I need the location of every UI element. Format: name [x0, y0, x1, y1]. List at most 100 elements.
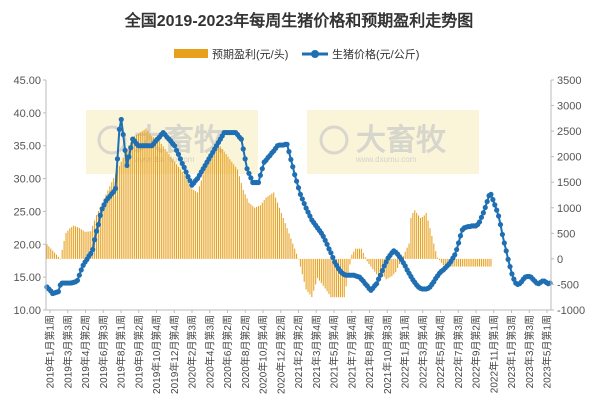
profit-bar	[351, 254, 353, 259]
profit-bar	[135, 134, 138, 259]
right-axis-tick-label: 2500	[557, 126, 581, 138]
x-axis-tick-label: 2022年11月第1周	[487, 315, 500, 393]
profit-bar	[181, 172, 183, 259]
x-axis-tick-label: 2020年4月第3周	[203, 315, 216, 388]
profit-bar	[402, 255, 404, 259]
x-axis-tick-label: 2020年10月第4周	[257, 315, 270, 394]
profit-bar	[149, 133, 151, 259]
profit-bar	[324, 258, 326, 289]
profit-bar	[337, 258, 340, 298]
profit-bar	[101, 202, 103, 259]
profit-bar	[71, 226, 73, 259]
profit-bar	[408, 243, 410, 259]
profit-bar	[303, 258, 305, 282]
price-point	[128, 145, 134, 151]
price-point	[99, 206, 105, 212]
profit-bar	[284, 223, 286, 259]
price-point	[381, 263, 387, 269]
price-point	[74, 277, 81, 284]
profit-bars	[46, 128, 492, 298]
profit-bar	[143, 129, 145, 259]
profit-bar	[467, 258, 469, 267]
price-point	[328, 250, 334, 256]
watermark-right-url: www.dxumu.com	[355, 155, 417, 164]
profit-bar	[54, 252, 56, 259]
profit-bar	[357, 248, 359, 259]
price-point	[476, 219, 483, 225]
profit-bar	[488, 258, 490, 267]
profit-bar	[482, 258, 484, 267]
profit-bar	[73, 225, 75, 259]
profit-bar	[366, 258, 368, 262]
profit-bar	[473, 258, 475, 267]
price-point	[509, 271, 515, 277]
profit-bar	[160, 143, 162, 259]
profit-bar	[437, 257, 439, 259]
profit-bar	[311, 258, 313, 298]
profit-bar	[67, 230, 69, 259]
profit-bar	[288, 233, 290, 259]
price-point	[377, 272, 384, 278]
profit-bar	[90, 231, 92, 259]
profit-bar	[349, 258, 351, 265]
profit-bar	[52, 250, 54, 259]
profit-bar	[286, 228, 288, 259]
left-axis-tick-label: 25.00	[13, 206, 41, 218]
x-axis-tick-label: 2019年10月第4周	[150, 315, 163, 394]
profit-bar	[440, 258, 442, 263]
x-axis-tick-label: 2019年12月第4周	[168, 315, 181, 394]
profit-bar	[389, 258, 391, 278]
price-point	[375, 276, 382, 282]
profit-bar	[231, 161, 233, 259]
x-axis-tick-label: 2019年9月第2周	[132, 315, 145, 388]
price-point	[173, 147, 180, 153]
profit-bar	[187, 182, 189, 259]
price-point	[482, 204, 488, 211]
profit-bar	[233, 164, 235, 259]
profit-bar	[206, 164, 208, 259]
profit-bar	[364, 257, 366, 259]
profit-bar	[109, 186, 111, 259]
left-axis: 10.00 15.00 20.00 25.00 30.00 35.00 40.00 45.00	[13, 75, 47, 317]
price-point	[240, 146, 246, 152]
watermark-right-bg	[307, 110, 479, 174]
price-point	[284, 141, 290, 147]
profit-bar	[336, 258, 338, 298]
profit-bar	[105, 194, 107, 259]
right-axis-tick-label: 3000	[557, 101, 581, 113]
price-point	[55, 289, 61, 295]
legend-bar-swatch	[174, 49, 208, 58]
profit-bar	[242, 189, 244, 259]
profit-bar	[244, 194, 246, 259]
x-axis-tick-label: 2023年1月第3周	[505, 315, 518, 388]
profit-bar	[170, 156, 172, 259]
profit-bar	[299, 258, 301, 267]
profit-bar	[313, 258, 315, 291]
profit-bar	[391, 258, 393, 277]
profit-bar	[107, 190, 109, 259]
profit-bar	[254, 207, 256, 259]
price-point	[484, 198, 490, 205]
profit-bar	[191, 188, 193, 259]
profit-bar	[183, 174, 185, 259]
x-axis-tick-label: 2021年2月第2周	[292, 315, 305, 388]
price-point	[492, 202, 498, 208]
x-axis-tick-label: 2022年7月第3周	[452, 315, 465, 388]
profit-bar	[425, 212, 427, 259]
profit-bar	[423, 215, 425, 259]
profit-bar	[477, 258, 479, 267]
profit-bar	[326, 258, 328, 292]
left-axis-tick-label: 20.00	[13, 239, 41, 251]
profit-bar	[95, 215, 98, 259]
right-axis: -1000 -500 0 500 1000 1500 2000 2500 3000 3500	[550, 75, 585, 317]
left-axis-tick-label: 40.00	[13, 108, 41, 120]
price-point	[181, 164, 187, 170]
profit-bar	[153, 137, 155, 259]
profit-bar	[355, 248, 357, 259]
profit-bar	[124, 153, 126, 259]
profit-bar	[463, 258, 465, 267]
profit-bar	[208, 159, 210, 259]
price-point	[326, 246, 332, 252]
price-point	[187, 177, 193, 184]
